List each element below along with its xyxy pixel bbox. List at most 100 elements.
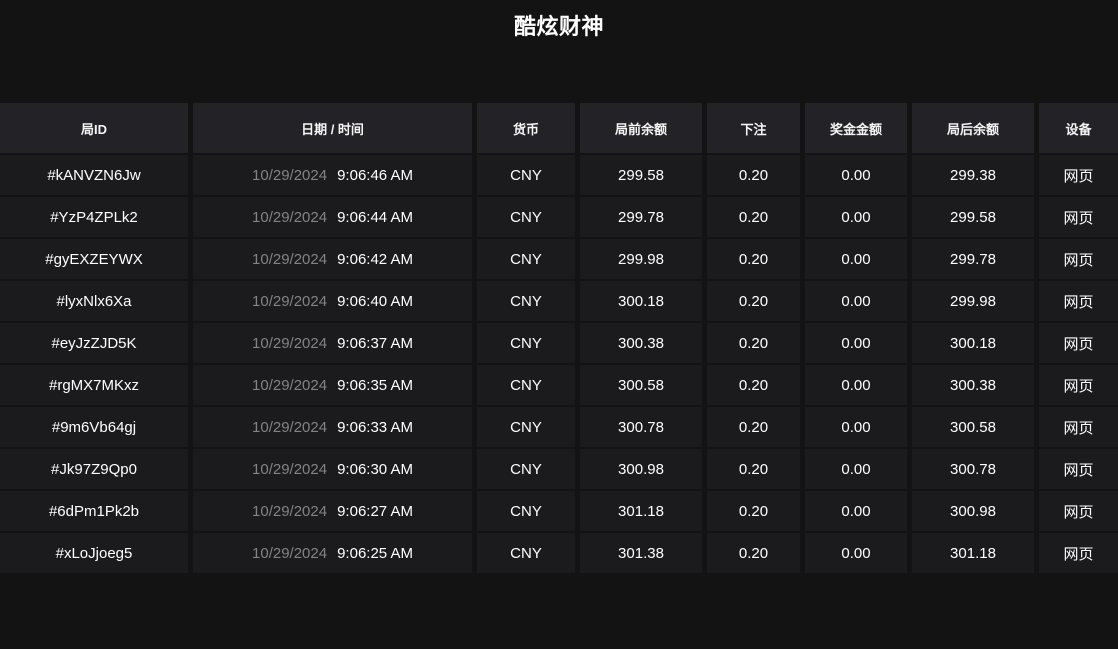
cell-round-id: #lyxNlx6Xa: [0, 281, 188, 321]
cell-win: 0.00: [805, 533, 907, 573]
cell-win: 0.00: [805, 449, 907, 489]
cell-balance-after: 299.78: [912, 239, 1034, 279]
cell-date: 10/29/2024: [252, 250, 328, 268]
cell-device: 网页: [1039, 239, 1118, 279]
cell-round-id: #xLoJjoeg5: [0, 533, 188, 573]
cell-time: 9:06:46 AM: [337, 166, 413, 184]
cell-datetime: 10/29/2024 9:06:42 AM: [193, 239, 472, 279]
cell-win: 0.00: [805, 323, 907, 363]
cell-bet: 0.20: [707, 281, 800, 321]
cell-round-id: #Jk97Z9Qp0: [0, 449, 188, 489]
cell-balance-after: 299.38: [912, 155, 1034, 195]
cell-bet: 0.20: [707, 323, 800, 363]
cell-balance-after: 300.18: [912, 323, 1034, 363]
cell-balance-before: 300.38: [580, 323, 702, 363]
table-row: #6dPm1Pk2b 10/29/2024 9:06:27 AM CNY 301…: [0, 491, 1118, 531]
cell-device: 网页: [1039, 533, 1118, 573]
cell-device: 网页: [1039, 407, 1118, 447]
cell-time: 9:06:42 AM: [337, 250, 413, 268]
cell-bet: 0.20: [707, 239, 800, 279]
cell-datetime: 10/29/2024 9:06:40 AM: [193, 281, 472, 321]
table-row: #eyJzZJD5K 10/29/2024 9:06:37 AM CNY 300…: [0, 323, 1118, 363]
table-header: 局ID 日期 / 时间 货币 局前余额 下注 奖金金额 局后余额 设备: [0, 103, 1118, 153]
cell-balance-after: 300.38: [912, 365, 1034, 405]
cell-round-id: #kANVZN6Jw: [0, 155, 188, 195]
column-header-balance-after: 局后余额: [912, 103, 1034, 153]
cell-currency: CNY: [477, 239, 575, 279]
column-header-currency: 货币: [477, 103, 575, 153]
cell-balance-before: 299.98: [580, 239, 702, 279]
column-header-bet: 下注: [707, 103, 800, 153]
cell-currency: CNY: [477, 323, 575, 363]
cell-round-id: #9m6Vb64gj: [0, 407, 188, 447]
cell-balance-before: 301.18: [580, 491, 702, 531]
cell-balance-before: 299.58: [580, 155, 702, 195]
cell-device: 网页: [1039, 449, 1118, 489]
cell-date: 10/29/2024: [252, 544, 328, 562]
cell-currency: CNY: [477, 533, 575, 573]
cell-datetime: 10/29/2024 9:06:30 AM: [193, 449, 472, 489]
cell-round-id: #6dPm1Pk2b: [0, 491, 188, 531]
cell-date: 10/29/2024: [252, 376, 328, 394]
cell-currency: CNY: [477, 365, 575, 405]
cell-date: 10/29/2024: [252, 208, 328, 226]
cell-balance-before: 299.78: [580, 197, 702, 237]
cell-device: 网页: [1039, 281, 1118, 321]
cell-bet: 0.20: [707, 365, 800, 405]
cell-round-id: #rgMX7MKxz: [0, 365, 188, 405]
cell-win: 0.00: [805, 365, 907, 405]
cell-balance-after: 300.58: [912, 407, 1034, 447]
cell-round-id: #YzP4ZPLk2: [0, 197, 188, 237]
cell-datetime: 10/29/2024 9:06:35 AM: [193, 365, 472, 405]
cell-balance-before: 300.78: [580, 407, 702, 447]
cell-win: 0.00: [805, 491, 907, 531]
cell-device: 网页: [1039, 491, 1118, 531]
cell-time: 9:06:44 AM: [337, 208, 413, 226]
cell-win: 0.00: [805, 239, 907, 279]
column-header-balance-before: 局前余额: [580, 103, 702, 153]
table-header-row: 局ID 日期 / 时间 货币 局前余额 下注 奖金金额 局后余额 设备: [0, 103, 1118, 153]
column-header-datetime: 日期 / 时间: [193, 103, 472, 153]
cell-balance-after: 301.18: [912, 533, 1034, 573]
cell-device: 网页: [1039, 323, 1118, 363]
table-row: #kANVZN6Jw 10/29/2024 9:06:46 AM CNY 299…: [0, 155, 1118, 195]
cell-time: 9:06:27 AM: [337, 502, 413, 520]
cell-time: 9:06:35 AM: [337, 376, 413, 394]
table-row: #gyEXZEYWX 10/29/2024 9:06:42 AM CNY 299…: [0, 239, 1118, 279]
cell-currency: CNY: [477, 281, 575, 321]
cell-time: 9:06:33 AM: [337, 418, 413, 436]
cell-round-id: #eyJzZJD5K: [0, 323, 188, 363]
cell-time: 9:06:30 AM: [337, 460, 413, 478]
cell-date: 10/29/2024: [252, 292, 328, 310]
cell-datetime: 10/29/2024 9:06:44 AM: [193, 197, 472, 237]
cell-win: 0.00: [805, 407, 907, 447]
cell-datetime: 10/29/2024 9:06:33 AM: [193, 407, 472, 447]
column-header-round-id: 局ID: [0, 103, 188, 153]
history-table: 局ID 日期 / 时间 货币 局前余额 下注 奖金金额 局后余额 设备 #kANVZN6Jw …: [0, 103, 1118, 573]
cell-currency: CNY: [477, 449, 575, 489]
cell-balance-after: 300.98: [912, 491, 1034, 531]
cell-bet: 0.20: [707, 491, 800, 531]
cell-bet: 0.20: [707, 533, 800, 573]
cell-currency: CNY: [477, 491, 575, 531]
cell-bet: 0.20: [707, 197, 800, 237]
cell-time: 9:06:25 AM: [337, 544, 413, 562]
cell-date: 10/29/2024: [252, 334, 328, 352]
cell-bet: 0.20: [707, 407, 800, 447]
cell-date: 10/29/2024: [252, 502, 328, 520]
cell-bet: 0.20: [707, 449, 800, 489]
cell-time: 9:06:40 AM: [337, 292, 413, 310]
page-title: 酷炫财神: [513, 14, 604, 39]
cell-balance-after: 300.78: [912, 449, 1034, 489]
cell-date: 10/29/2024: [252, 166, 328, 184]
cell-datetime: 10/29/2024 9:06:25 AM: [193, 533, 472, 573]
cell-balance-after: 299.98: [912, 281, 1034, 321]
cell-date: 10/29/2024: [252, 418, 328, 436]
cell-currency: CNY: [477, 155, 575, 195]
cell-win: 0.00: [805, 197, 907, 237]
cell-currency: CNY: [477, 197, 575, 237]
cell-device: 网页: [1039, 365, 1118, 405]
column-header-win: 奖金金额: [805, 103, 907, 153]
cell-device: 网页: [1039, 155, 1118, 195]
cell-date: 10/29/2024: [252, 460, 328, 478]
